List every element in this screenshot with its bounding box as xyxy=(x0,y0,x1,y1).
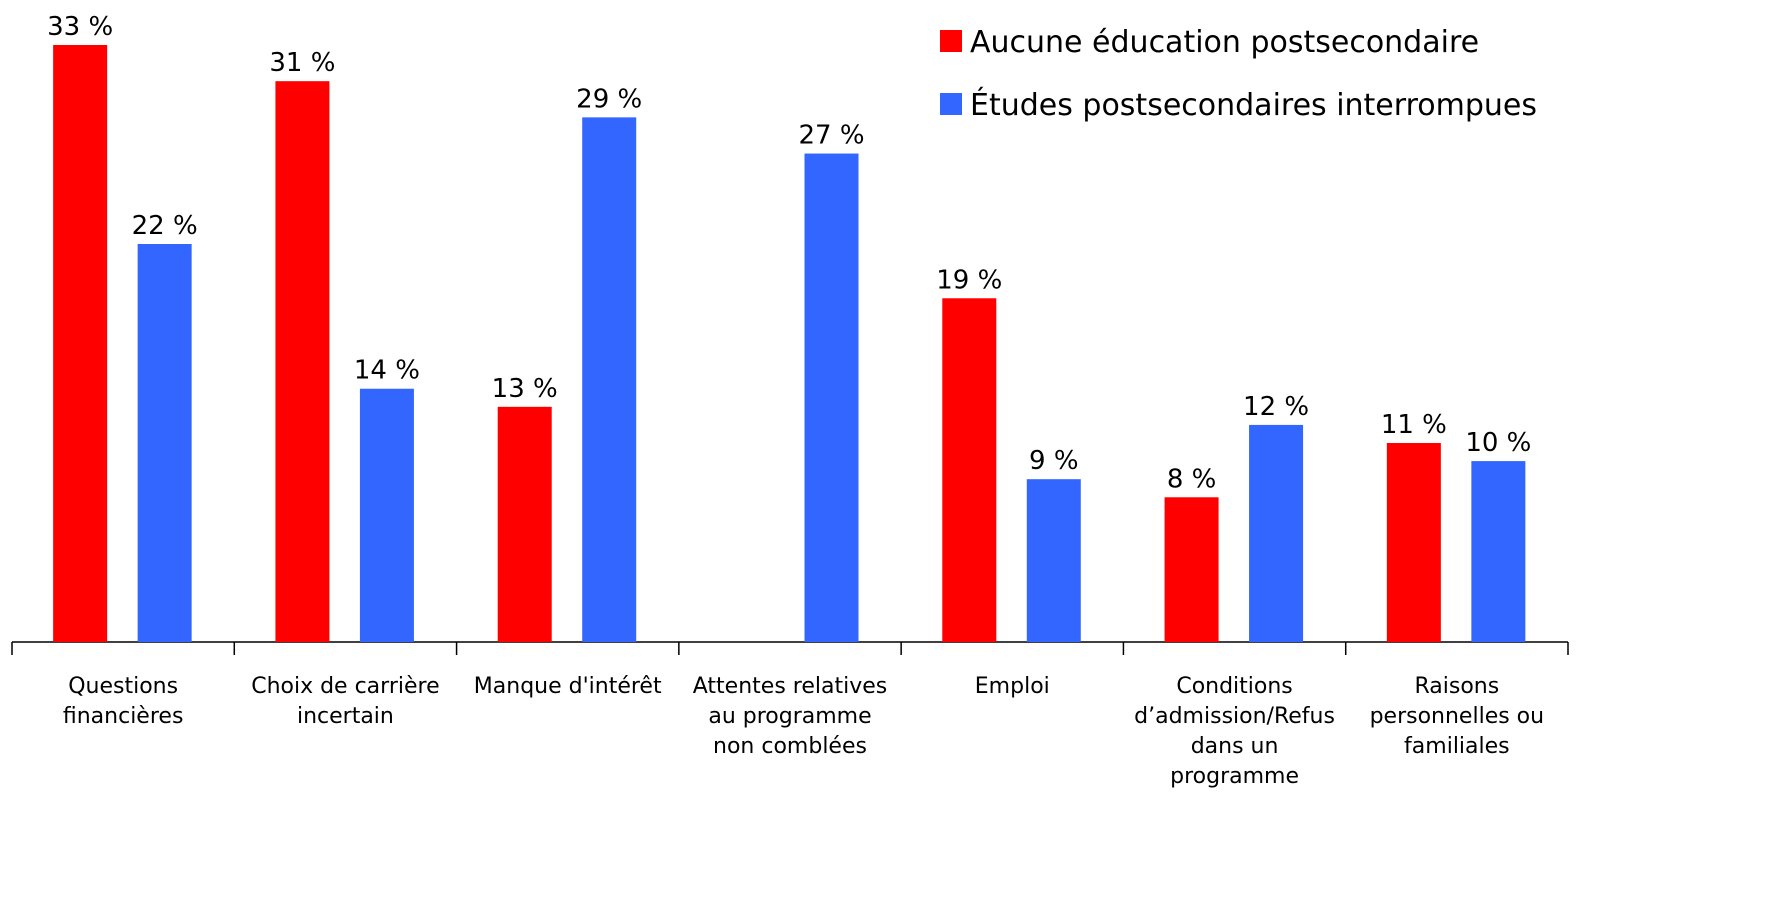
bar xyxy=(1164,497,1219,642)
x-tick-label: Manque d'intérêt xyxy=(473,674,662,699)
bar xyxy=(53,45,108,642)
x-tick-label: Conditions d’admission/Refus dans un pro… xyxy=(1134,674,1335,789)
value-label: 10 % xyxy=(1465,428,1531,458)
x-tick-label: Emploi xyxy=(974,674,1050,699)
bar xyxy=(497,406,552,642)
x-tick-label: Raisons personnelles ou familiales xyxy=(1369,674,1545,759)
value-label: 13 % xyxy=(492,374,558,404)
value-label: 29 % xyxy=(576,84,642,114)
x-tick-label: Choix de carrière incertain xyxy=(251,674,440,729)
bar xyxy=(1249,424,1304,642)
x-tick-label: Questions financières xyxy=(62,674,184,729)
value-label: 22 % xyxy=(132,211,198,241)
bar xyxy=(804,153,859,642)
legend-label: Études postsecondaires interrompues xyxy=(970,87,1537,123)
value-label: 33 % xyxy=(47,12,113,42)
x-tick-label: Attentes relatives au programme non comb… xyxy=(692,674,888,759)
value-label: 27 % xyxy=(798,121,864,151)
bar xyxy=(137,244,192,642)
value-label: 11 % xyxy=(1381,410,1447,440)
value-label: 19 % xyxy=(936,265,1002,295)
legend-swatch xyxy=(940,30,962,52)
bar xyxy=(275,81,330,642)
bar xyxy=(1026,479,1081,642)
value-label: 8 % xyxy=(1167,464,1217,494)
value-label: 31 % xyxy=(269,48,335,78)
value-label: 12 % xyxy=(1243,392,1309,422)
value-label: 9 % xyxy=(1029,446,1079,476)
value-label: 14 % xyxy=(354,356,420,386)
bar xyxy=(359,388,414,642)
bar xyxy=(1471,461,1526,642)
bar xyxy=(1386,443,1441,642)
bar xyxy=(942,298,997,642)
bar xyxy=(582,117,637,642)
legend-swatch xyxy=(940,93,962,115)
legend-label: Aucune éducation postsecondaire xyxy=(970,25,1479,60)
